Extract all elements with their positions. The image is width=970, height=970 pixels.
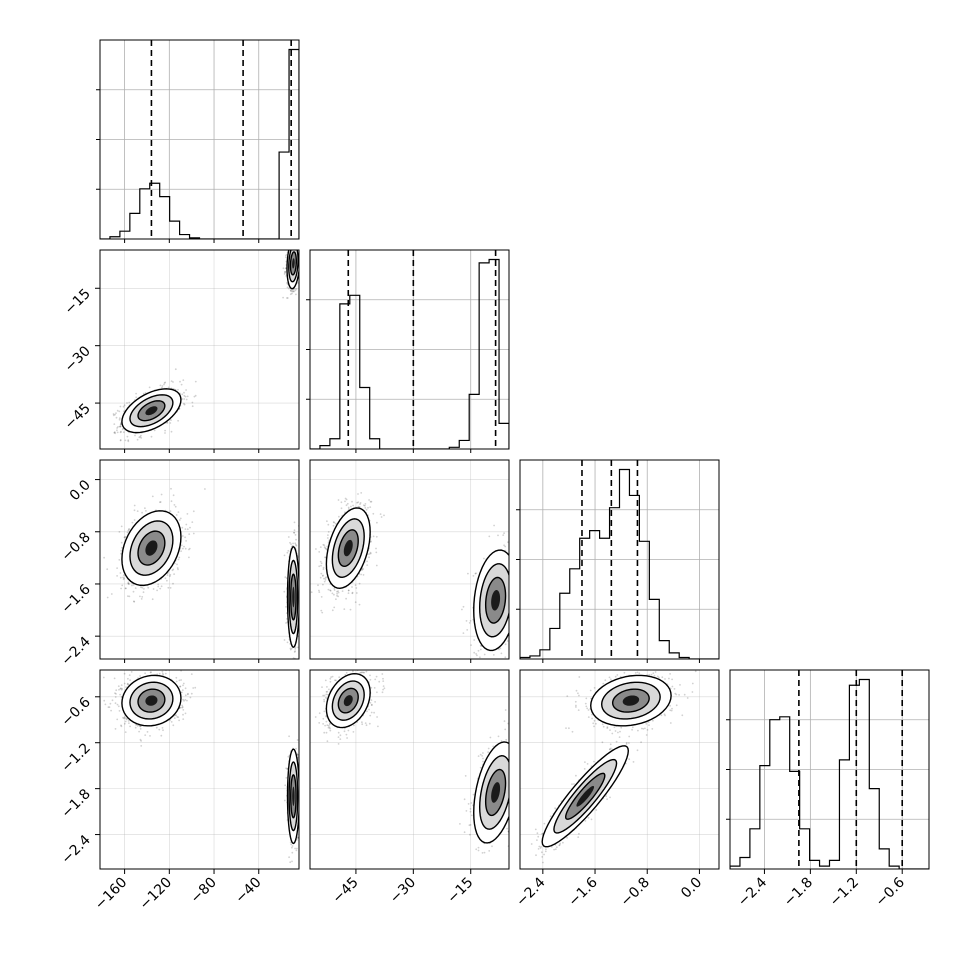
x-tick-label-3-2: −1.2 — [827, 875, 862, 910]
x-tick-label-0-0: −160 — [92, 875, 131, 914]
y-tick-label-3-0: −0.6 — [58, 694, 93, 729]
contour-level-0-3 — [343, 539, 353, 557]
scatter-frame-2-1 — [309, 459, 510, 660]
y-tick-label-3-2: −1.8 — [58, 786, 93, 821]
scatter-panel-2-1 — [310, 460, 509, 659]
y-tick-label-3-3: −2.4 — [58, 832, 93, 867]
contour-level-0-3 — [343, 695, 353, 707]
histogram-frame-2 — [519, 459, 720, 660]
scatter-frame-3-0 — [99, 669, 300, 870]
contour-level-0-3 — [145, 695, 158, 706]
contour-level-0-3 — [145, 406, 158, 416]
scatter-panel-1-0 — [100, 250, 299, 449]
x-tick-label-1-2: −15 — [444, 875, 476, 907]
histogram-panel-3 — [726, 670, 929, 869]
contour-level-0-3 — [145, 540, 158, 556]
scatter-frame-2-0 — [99, 459, 300, 660]
y-tick-label-2-2: −1.6 — [58, 581, 93, 616]
y-tick-label-3-1: −1.2 — [58, 740, 93, 775]
histogram-panel-1 — [306, 250, 509, 449]
x-tick-label-2-2: −0.8 — [618, 875, 653, 910]
scatter-panel-3-0 — [100, 670, 299, 869]
histogram-steps-2 — [520, 468, 719, 659]
scatter-frame-3-2 — [519, 669, 720, 870]
y-tick-label-1-2: −45 — [62, 401, 94, 433]
scatter-panel-3-1 — [310, 670, 509, 869]
x-tick-label-0-1: −120 — [137, 875, 176, 914]
histogram-panel-0 — [96, 40, 299, 239]
histogram-panel-2 — [516, 460, 719, 659]
contour-level-1-3 — [491, 782, 501, 803]
x-tick-label-0-3: −40 — [232, 875, 264, 907]
y-tick-label-2-0: 0.0 — [67, 477, 94, 504]
scatter-panel-2-0 — [100, 460, 299, 659]
x-tick-label-1-1: −30 — [387, 875, 419, 907]
y-tick-label-2-3: −2.4 — [58, 634, 93, 669]
scatter-frame-3-1 — [309, 669, 510, 870]
contour-level-0-3 — [622, 695, 640, 706]
y-tick-label-2-1: −0.8 — [58, 529, 93, 564]
x-tick-label-0-2: −80 — [188, 875, 220, 907]
histogram-frame-0 — [99, 39, 300, 240]
histogram-steps-1 — [310, 258, 509, 449]
x-tick-label-2-1: −1.6 — [566, 874, 601, 909]
contour-level-1-3 — [292, 258, 295, 269]
contour-level-1-3 — [292, 786, 295, 806]
contour-level-1-3 — [491, 590, 501, 611]
histogram-steps-0 — [100, 48, 299, 239]
x-tick-label-2-0: −2.4 — [513, 874, 548, 909]
x-tick-label-3-3: −0.6 — [873, 874, 908, 909]
contour-level-1-3 — [576, 785, 595, 807]
histogram-steps-3 — [730, 678, 929, 869]
scatter-panel-3-2 — [520, 670, 719, 869]
contour-level-1-3 — [292, 586, 295, 608]
x-tick-label-3-0: −2.4 — [735, 874, 770, 909]
histogram-frame-1 — [309, 249, 510, 450]
x-tick-label-1-0: −45 — [330, 875, 362, 907]
x-tick-label-2-3: 0.0 — [678, 875, 705, 902]
scatter-frame-1-0 — [99, 249, 300, 450]
y-tick-label-1-0: −15 — [62, 286, 94, 318]
histogram-frame-3 — [729, 669, 930, 870]
x-tick-label-3-1: −1.8 — [781, 875, 816, 910]
y-tick-label-1-1: −30 — [62, 343, 94, 375]
